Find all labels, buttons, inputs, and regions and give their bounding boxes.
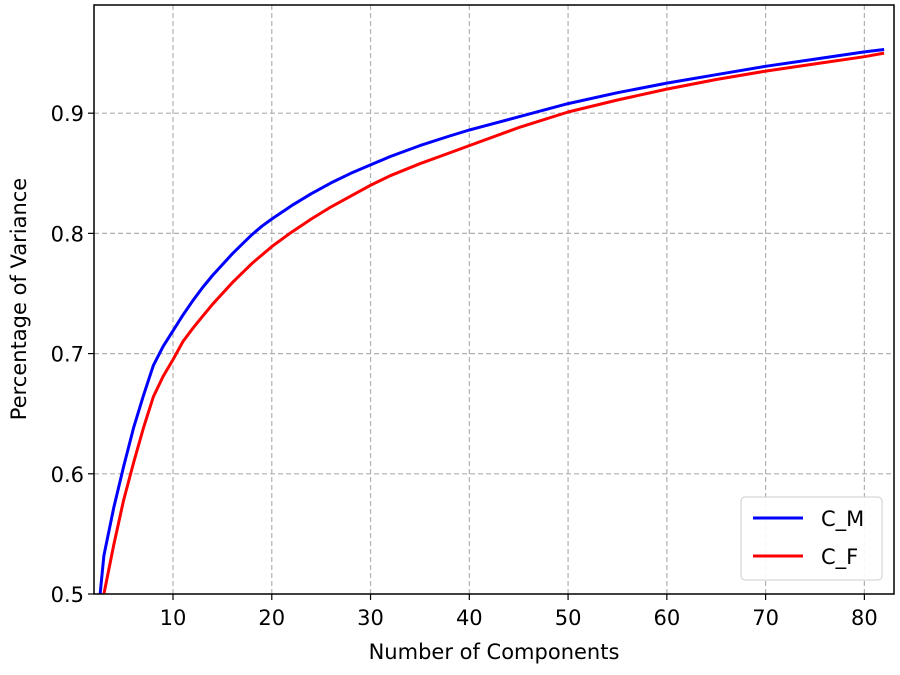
legend: C_M C_F [740, 496, 883, 581]
x-axis-label: Number of Components [369, 640, 620, 664]
x-axis-ticks: 10 20 30 40 50 60 70 80 [160, 594, 878, 630]
x-tick-label: 20 [258, 606, 285, 630]
x-tick-label: 50 [555, 606, 582, 630]
x-tick-label: 10 [160, 606, 187, 630]
x-tick-label: 40 [456, 606, 483, 630]
series-line-c-f [102, 51, 885, 594]
y-tick-label: 0.5 [51, 583, 84, 607]
x-tick-label: 70 [752, 606, 779, 630]
y-axis-ticks: 0.5 0.6 0.7 0.8 0.9 [51, 102, 94, 607]
grid-lines [94, 5, 894, 594]
legend-label-c-f: C_F [821, 545, 858, 570]
y-tick-label: 0.7 [51, 343, 84, 367]
series-line-c-m [98, 48, 885, 594]
y-axis-label: Percentage of Variance [7, 178, 31, 420]
y-tick-label: 0.8 [51, 222, 84, 246]
x-tick-label: 80 [851, 606, 878, 630]
series-lines [98, 48, 885, 594]
y-tick-label: 0.6 [51, 463, 84, 487]
y-tick-label: 0.9 [51, 102, 84, 126]
plot-frame [93, 4, 895, 595]
x-tick-label: 60 [653, 606, 680, 630]
legend-label-c-m: C_M [821, 507, 864, 532]
x-tick-label: 30 [357, 606, 384, 630]
